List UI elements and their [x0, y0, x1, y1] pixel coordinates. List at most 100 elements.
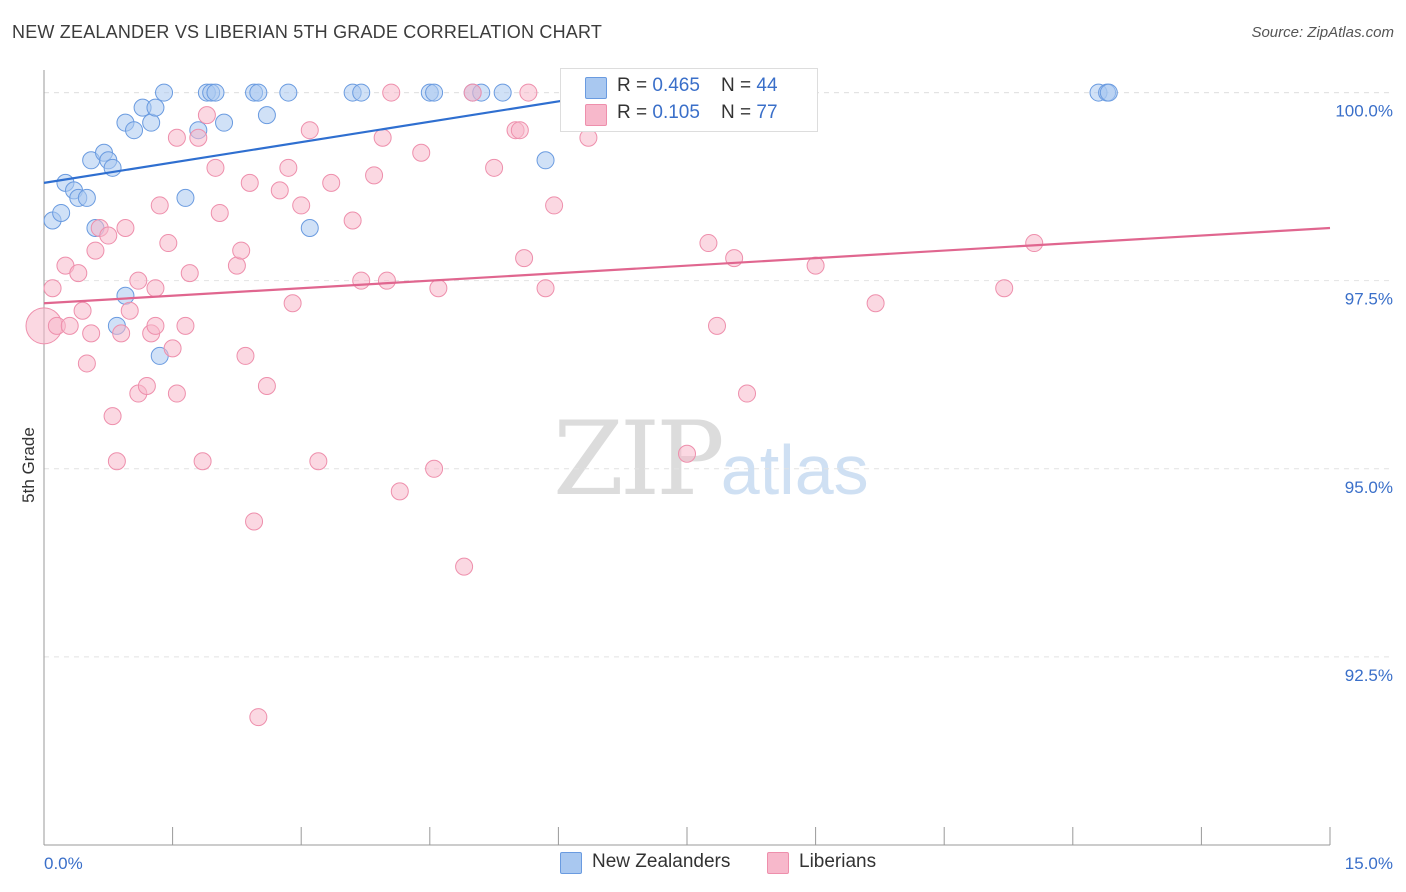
new-zealander-point	[352, 83, 371, 102]
liberian-point	[279, 158, 298, 177]
liberian-point	[738, 384, 757, 403]
watermark: ZIPatlas	[553, 400, 869, 519]
liberian-point	[866, 294, 885, 313]
liberian-point	[137, 377, 156, 396]
liberian-point	[463, 83, 482, 102]
watermark-zip: ZIP	[553, 400, 725, 519]
legend-r-label: R =	[617, 75, 653, 96]
new-zealander-point	[155, 83, 174, 102]
new-zealander-point	[1099, 83, 1118, 102]
y-tick-label: 92.5%	[1345, 666, 1393, 685]
liberian-point	[510, 121, 529, 140]
new-zealander-point	[206, 83, 225, 102]
correlation-legend: R = 0.465 N = 44 R = 0.105 N = 77	[560, 68, 818, 132]
liberian-point	[429, 279, 448, 298]
legend-swatch-pink	[585, 104, 607, 126]
liberian-point	[77, 354, 96, 373]
liberian-point	[120, 301, 139, 320]
watermark-atlas: atlas	[720, 431, 869, 509]
liberian-point	[60, 316, 79, 335]
chart-title: NEW ZEALANDER VS LIBERIAN 5TH GRADE CORR…	[12, 22, 603, 42]
legend-n-label: N =	[721, 102, 757, 123]
new-zealander-point	[52, 203, 71, 222]
new-zealander-point	[116, 286, 135, 305]
liberian-point	[159, 234, 178, 253]
liberian-point	[43, 279, 62, 298]
new-zealander-point	[215, 113, 234, 132]
legend-n-value: 77	[756, 102, 778, 123]
legend-n-value: 44	[756, 75, 778, 96]
liberian-point	[249, 708, 268, 727]
x-tick-label: 15.0%	[1345, 854, 1393, 873]
liberian-point	[210, 203, 229, 222]
bottom-legend-swatch-blue	[560, 852, 582, 874]
liberian-point	[708, 316, 727, 335]
liberian-point	[107, 452, 126, 471]
liberian-point	[86, 241, 105, 260]
y-tick-label: 100.0%	[1335, 102, 1393, 121]
legend-r-label: R =	[617, 102, 653, 123]
liberian-point	[146, 279, 165, 298]
new-zealander-point	[146, 98, 165, 117]
liberian-trend-line	[43, 226, 1331, 305]
new-zealander-point	[493, 83, 512, 102]
new-zealander-point	[77, 188, 96, 207]
new-zealander-point	[176, 188, 195, 207]
liberian-point	[352, 271, 371, 290]
liberian-point	[485, 158, 504, 177]
new-zealander-point	[257, 106, 276, 125]
liberian-point	[112, 324, 131, 343]
liberian-point	[99, 226, 118, 245]
bottom-legend-label: New Zealanders	[592, 851, 731, 872]
liberian-point	[206, 158, 225, 177]
liberian-point	[309, 452, 328, 471]
liberian-point	[82, 324, 101, 343]
liberian-point	[377, 271, 396, 290]
liberian-point	[699, 234, 718, 253]
new-zealander-point	[125, 121, 144, 140]
liberian-point	[292, 196, 311, 215]
liberian-point	[425, 459, 444, 478]
liberian-point	[189, 128, 208, 147]
new-zealander-point	[142, 113, 161, 132]
liberian-point	[373, 128, 392, 147]
liberian-point	[382, 83, 401, 102]
liberian-point	[283, 294, 302, 313]
liberian-point	[103, 407, 122, 426]
liberian-point	[545, 196, 564, 215]
new-zealander-point	[425, 83, 444, 102]
legend-swatch-blue	[585, 77, 607, 99]
liberian-point	[300, 121, 319, 140]
legend-r-value: 0.105	[652, 102, 700, 123]
liberian-point	[167, 128, 186, 147]
liberian-point	[455, 557, 474, 576]
liberian-point	[167, 384, 186, 403]
liberian-point	[116, 219, 135, 238]
bottom-legend-swatch-pink	[767, 852, 789, 874]
liberian-point	[270, 181, 289, 200]
liberian-point	[180, 264, 199, 283]
liberian-point	[227, 256, 246, 275]
bottom-legend-label: Liberians	[799, 851, 877, 872]
liberian-point	[412, 143, 431, 162]
new-zealander-point	[249, 83, 268, 102]
liberian-point	[73, 301, 92, 320]
liberian-point	[193, 452, 212, 471]
legend-n-label: N =	[721, 75, 757, 96]
liberian-point	[365, 166, 384, 185]
source-label: Source: ZipAtlas.com	[1251, 24, 1394, 41]
liberian-point	[240, 173, 259, 192]
y-tick-label: 95.0%	[1345, 478, 1393, 497]
liberian-point	[69, 264, 88, 283]
legend-r-value: 0.465	[652, 75, 700, 96]
x-tick-label: 0.0%	[44, 854, 83, 873]
liberian-point	[806, 256, 825, 275]
liberian-point	[129, 271, 148, 290]
liberian-point	[1025, 234, 1044, 253]
liberian-point	[536, 279, 555, 298]
liberian-point	[146, 316, 165, 335]
liberian-point	[515, 249, 534, 268]
liberian-point	[390, 482, 409, 501]
liberian-point	[232, 241, 251, 260]
new-zealander-point	[279, 83, 298, 102]
